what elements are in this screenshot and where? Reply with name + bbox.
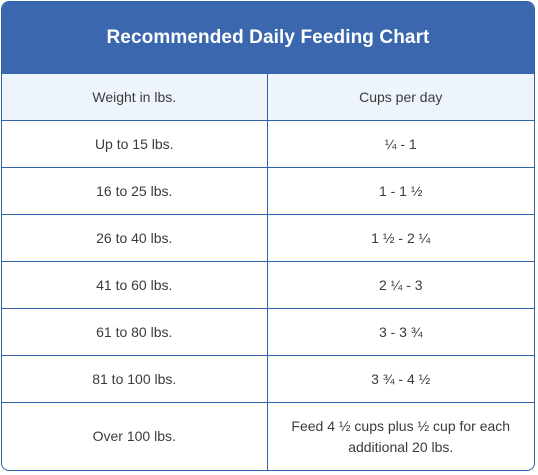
weight-cell: 61 to 80 lbs. [2,308,268,356]
table-row: Over 100 lbs. Feed 4 ½ cups plus ½ cup f… [2,402,534,470]
table-row: Up to 15 lbs. ¼ - 1 [2,120,534,168]
weight-cell: 81 to 100 lbs. [2,355,268,403]
cups-cell: 2 ¼ - 3 [266,261,534,309]
cups-cell: 1 - 1 ½ [266,167,534,215]
chart-title: Recommended Daily Feeding Chart [2,2,534,74]
cups-cell: 3 ¾ - 4 ½ [266,355,534,403]
table-row: 61 to 80 lbs. 3 - 3 ¾ [2,308,534,356]
table-header-row: Weight in lbs. Cups per day [2,74,534,121]
cups-cell: ¼ - 1 [266,120,534,168]
weight-cell: 41 to 60 lbs. [2,261,268,309]
cups-cell: Feed 4 ½ cups plus ½ cup for each additi… [266,402,534,470]
feeding-table: Weight in lbs. Cups per day Up to 15 lbs… [2,74,534,470]
column-header-weight: Weight in lbs. [2,74,268,121]
cups-cell: 1 ½ - 2 ¼ [266,214,534,262]
column-header-cups: Cups per day [266,74,534,121]
table-row: 26 to 40 lbs. 1 ½ - 2 ¼ [2,214,534,262]
table-row: 16 to 25 lbs. 1 - 1 ½ [2,167,534,215]
table-row: 41 to 60 lbs. 2 ¼ - 3 [2,261,534,309]
weight-cell: 26 to 40 lbs. [2,214,268,262]
cups-cell: 3 - 3 ¾ [266,308,534,356]
weight-cell: Up to 15 lbs. [2,120,268,168]
weight-cell: 16 to 25 lbs. [2,167,268,215]
table-row: 81 to 100 lbs. 3 ¾ - 4 ½ [2,355,534,403]
weight-cell: Over 100 lbs. [2,402,268,470]
